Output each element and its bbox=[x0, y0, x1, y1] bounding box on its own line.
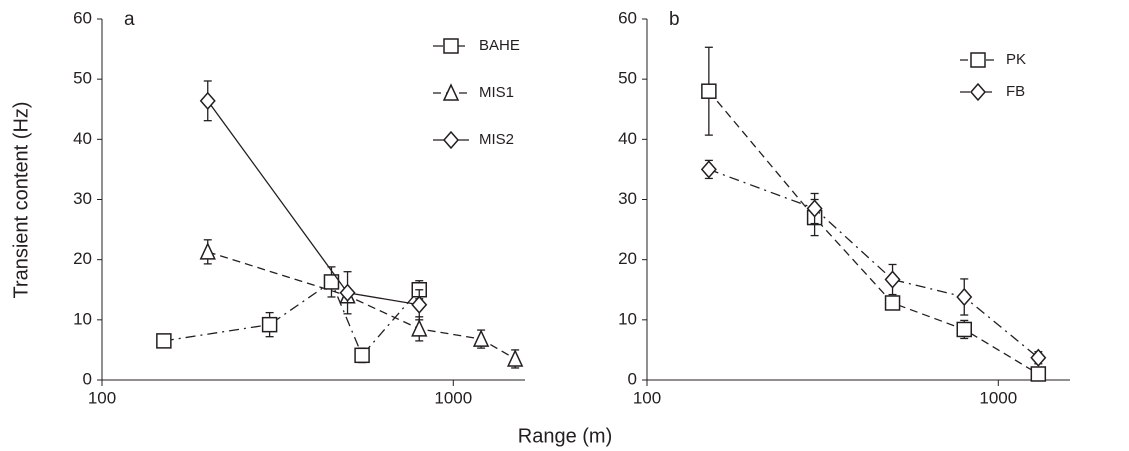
x-tick-label: 1000 bbox=[979, 388, 1017, 407]
data-point bbox=[472, 329, 490, 347]
series-line bbox=[207, 251, 516, 360]
panel-label: a bbox=[124, 9, 135, 30]
y-tick-label: 20 bbox=[618, 249, 637, 268]
panel-label: b bbox=[669, 9, 680, 30]
data-point bbox=[884, 270, 901, 289]
y-tick-label: 30 bbox=[73, 189, 92, 208]
y-tick-label: 40 bbox=[73, 129, 92, 148]
y-tick-label: 0 bbox=[628, 369, 637, 388]
data-point bbox=[700, 160, 717, 179]
y-axis-label: Transient content (Hz) bbox=[10, 101, 32, 298]
data-point bbox=[956, 287, 973, 307]
data-point bbox=[884, 295, 901, 311]
series-line bbox=[708, 168, 1039, 359]
legend-label: FB bbox=[1006, 83, 1025, 100]
legend-marker bbox=[442, 83, 460, 101]
y-tick-label: 60 bbox=[73, 8, 92, 27]
y-tick-label: 50 bbox=[73, 69, 92, 88]
x-axis-label: Range (m) bbox=[518, 425, 612, 447]
data-point bbox=[411, 319, 428, 337]
legend-marker bbox=[443, 130, 459, 150]
data-point bbox=[701, 83, 717, 99]
legend-label: MIS2 bbox=[479, 131, 514, 148]
y-tick-label: 20 bbox=[73, 249, 92, 268]
y-tick-label: 60 bbox=[618, 8, 637, 27]
data-point bbox=[411, 295, 428, 314]
y-tick-label: 40 bbox=[618, 129, 637, 148]
series-line bbox=[708, 90, 1039, 375]
data-point bbox=[199, 91, 216, 110]
legend-label: PK bbox=[1006, 51, 1026, 68]
data-point bbox=[1030, 348, 1047, 367]
data-point bbox=[956, 321, 972, 338]
legend-marker bbox=[970, 52, 986, 68]
data-point bbox=[354, 347, 370, 364]
data-point bbox=[506, 349, 524, 367]
y-tick-label: 30 bbox=[618, 189, 637, 208]
legend-label: MIS1 bbox=[479, 84, 514, 101]
x-tick-label: 100 bbox=[88, 388, 116, 407]
data-point bbox=[339, 283, 356, 302]
y-tick-label: 0 bbox=[83, 369, 92, 388]
series-line bbox=[207, 100, 420, 306]
data-point bbox=[323, 274, 340, 290]
data-point bbox=[199, 242, 216, 260]
data-point bbox=[1030, 366, 1047, 382]
y-tick-label: 10 bbox=[73, 309, 92, 328]
y-tick-label: 10 bbox=[618, 309, 637, 328]
data-point bbox=[806, 199, 823, 218]
series-line bbox=[163, 280, 420, 357]
legend-label: BAHE bbox=[479, 37, 520, 54]
data-point bbox=[261, 316, 278, 333]
data-point bbox=[156, 333, 172, 349]
x-tick-label: 100 bbox=[633, 388, 661, 407]
y-tick-label: 50 bbox=[618, 69, 637, 88]
x-tick-label: 1000 bbox=[434, 388, 472, 407]
legend-marker bbox=[443, 38, 459, 54]
legend-marker bbox=[970, 82, 986, 102]
